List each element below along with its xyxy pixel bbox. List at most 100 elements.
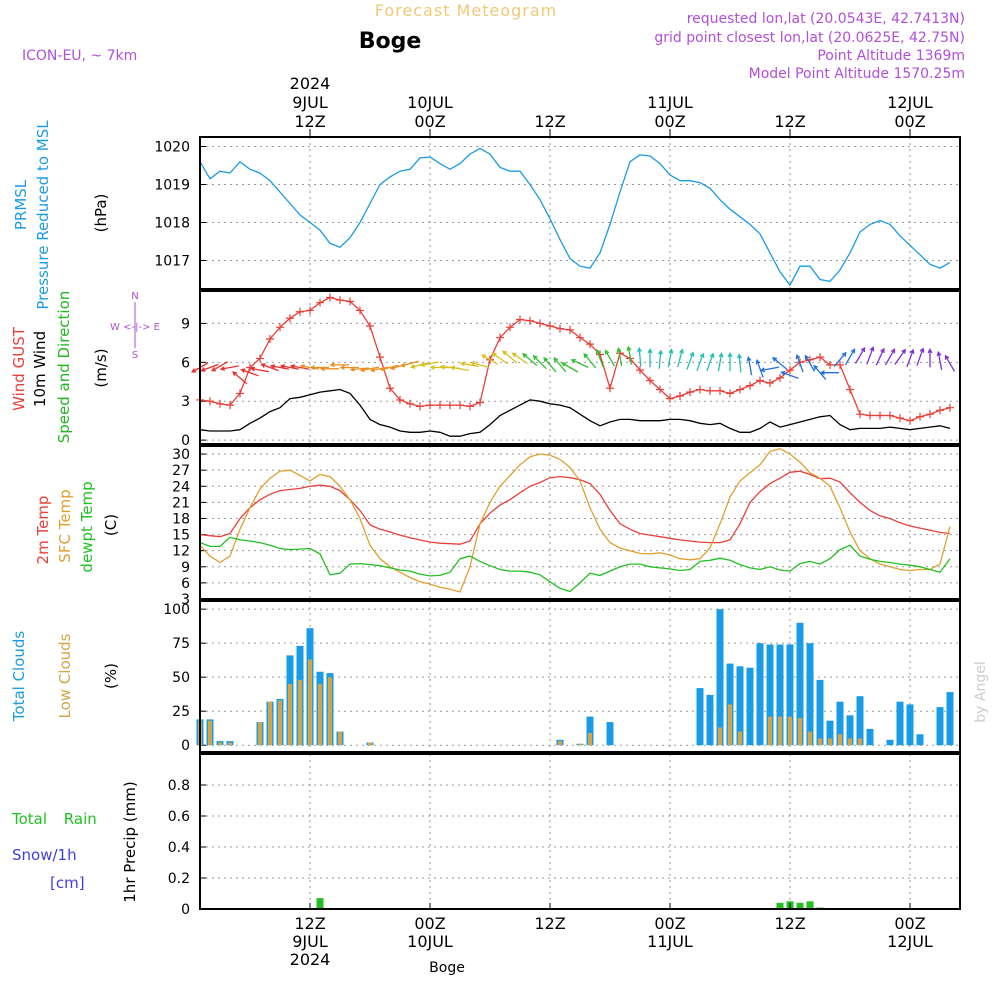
wind-direction-arrow xyxy=(696,352,705,372)
gust-marker xyxy=(886,411,894,420)
time-label: 00Z xyxy=(654,914,685,933)
gust-marker xyxy=(376,353,384,362)
gust-marker xyxy=(456,401,464,410)
gust-marker xyxy=(256,354,264,363)
wind-direction-arrow xyxy=(604,349,616,367)
wind-direction-arrow xyxy=(570,358,589,368)
location-title: Boge xyxy=(359,29,422,54)
model-point-altitude: Model Point Altitude 1570.25m xyxy=(749,66,965,82)
gust-marker xyxy=(636,366,644,375)
panel-frame xyxy=(199,445,961,600)
y-tick-label: 0.6 xyxy=(168,809,190,825)
wind-direction-arrow xyxy=(677,348,684,368)
gust-marker xyxy=(206,397,214,406)
wind-direction-arrow xyxy=(894,348,906,365)
wind-10m-label: 10m Wind xyxy=(31,331,49,407)
gust-marker xyxy=(646,376,654,385)
gust-marker xyxy=(316,298,324,307)
wind-direction-arrow xyxy=(329,362,349,368)
y-tick-label: 50 xyxy=(172,670,190,686)
total-bar xyxy=(826,720,834,746)
gust-marker xyxy=(696,385,704,394)
pressure-unit-label: (hPa) xyxy=(92,194,110,233)
time-label: 12Z xyxy=(774,112,805,131)
precipitation-panel: 0 0.2 0.4 0.6 0.8 xyxy=(168,753,961,918)
low-bar xyxy=(848,738,852,746)
y-tick-label: 1017 xyxy=(154,254,190,270)
low-bar xyxy=(838,734,842,746)
wind-direction-arrow xyxy=(746,355,753,376)
wind-direction-arrow xyxy=(686,351,695,370)
wind-direction-arrow xyxy=(379,364,399,372)
y-tick-label: 0 xyxy=(181,902,190,918)
wind-direction-arrow xyxy=(269,364,290,370)
wind-direction-arrow xyxy=(667,348,674,368)
low-bar xyxy=(318,684,322,746)
rain-bar xyxy=(776,902,784,909)
low-bar xyxy=(588,733,592,746)
time-label: 00Z xyxy=(414,914,445,933)
wind-direction-arrow xyxy=(906,348,915,368)
gust-marker xyxy=(576,333,584,342)
low-bar xyxy=(858,738,862,746)
low-bar xyxy=(338,731,342,746)
time-label: 12Z xyxy=(294,112,325,131)
temp-2m-label: 2m Temp xyxy=(34,496,52,565)
point-altitude: Point Altitude 1369m xyxy=(817,48,965,64)
y-tick-label: 24 xyxy=(172,479,190,495)
total-bar xyxy=(856,696,864,746)
gust-marker xyxy=(216,399,224,408)
clouds-unit-label: (%) xyxy=(102,663,120,689)
total-bar xyxy=(806,643,814,746)
wind-direction-arrow xyxy=(616,346,623,367)
time-label: 9JUL xyxy=(292,93,328,112)
gust-marker xyxy=(406,399,414,408)
time-label: 10JUL xyxy=(407,932,453,951)
clouds-panel: 0 25 50 75 100 xyxy=(163,600,961,754)
y-tick-label: 0.4 xyxy=(168,840,190,856)
time-label: 12Z xyxy=(534,112,565,131)
gust-marker xyxy=(396,395,404,404)
compass-s-label: S xyxy=(132,350,138,361)
chart-subtitle: Forecast Meteogram xyxy=(375,1,557,20)
gust-marker xyxy=(826,360,834,369)
low-bar xyxy=(778,716,782,746)
gust-marker xyxy=(356,306,364,315)
wind-direction-arrow xyxy=(240,368,259,377)
wind-direction-arrow xyxy=(200,363,219,372)
y-tick-label: 1020 xyxy=(154,140,190,156)
wind-direction-arrow xyxy=(727,351,733,372)
wind-direction-arrow xyxy=(511,352,528,365)
gust-marker xyxy=(936,406,944,415)
total-bar xyxy=(836,701,844,746)
wind-direction-arrow xyxy=(844,348,856,366)
gust-marker xyxy=(346,297,354,306)
wind-gust-label: Wind GUST xyxy=(10,326,28,411)
time-label: 12JUL xyxy=(887,932,933,951)
gust-marker xyxy=(226,401,234,410)
low-bar xyxy=(828,738,832,746)
y-tick-label: 100 xyxy=(163,602,190,618)
gust-marker xyxy=(876,411,884,420)
gust-marker xyxy=(846,385,854,394)
gust-marker xyxy=(746,381,754,390)
gust-marker xyxy=(306,306,314,315)
gust-marker xyxy=(906,416,914,425)
y-tick-label: 0.2 xyxy=(168,871,190,887)
rain-bar xyxy=(796,902,804,909)
total-bar xyxy=(896,701,904,746)
low-bar xyxy=(578,743,582,746)
grid-point-coords: grid point closest lon,lat (20.0625E, 42… xyxy=(654,30,965,46)
gust-marker xyxy=(946,403,954,412)
wind-direction-arrow xyxy=(232,371,248,385)
gust-marker xyxy=(446,401,454,410)
gust-marker xyxy=(586,340,594,349)
time-label: 10JUL xyxy=(407,93,453,112)
wind-direction-arrow xyxy=(309,365,329,370)
total-bar xyxy=(866,728,874,746)
low-bar xyxy=(368,742,372,746)
gust-marker xyxy=(436,401,444,410)
wind-direction-arrow xyxy=(449,365,470,372)
gust-marker xyxy=(536,319,544,328)
